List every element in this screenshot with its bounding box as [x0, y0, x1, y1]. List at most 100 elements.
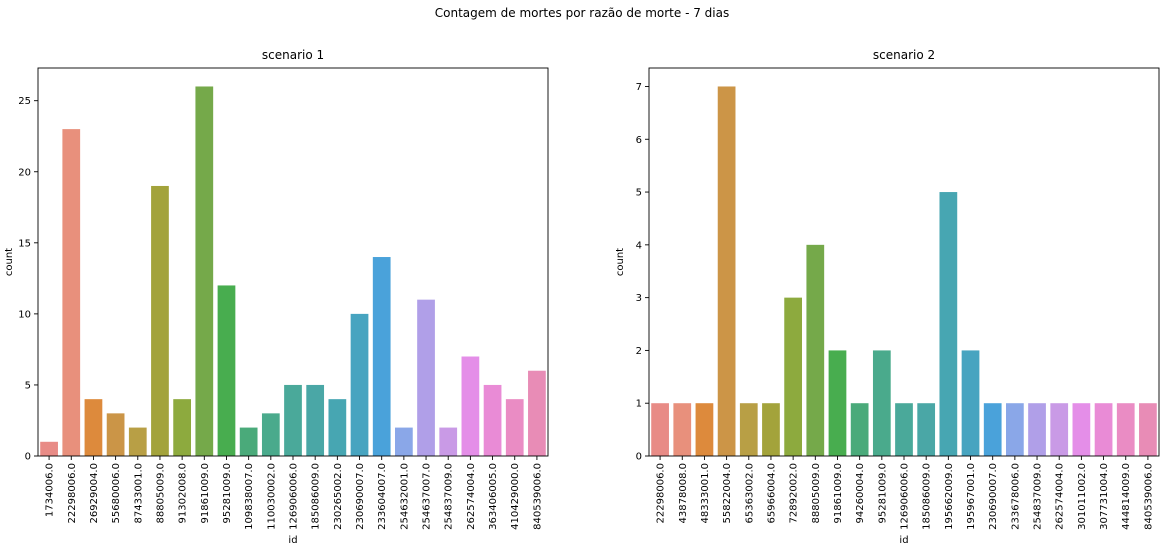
y-tick-label: 4: [636, 240, 642, 251]
bar-72892002.0: [784, 297, 802, 456]
x-tick-label: 95281009.0: [222, 463, 233, 523]
x-tick-label: 444814009.0: [1121, 463, 1132, 530]
x-axis-label: id: [899, 535, 908, 546]
x-tick-label: 195662009.0: [944, 463, 955, 530]
x-tick-label: 840539006.0: [532, 463, 543, 530]
bar-185086009.0: [917, 403, 936, 456]
x-axis-label: id: [288, 535, 297, 546]
x-tick-label: 254637007.0: [422, 463, 433, 530]
bar-410429000.0: [505, 399, 524, 456]
bar-840539006.0: [528, 370, 546, 456]
x-tick-label: 65363002.0: [744, 463, 755, 523]
x-tick-label: 26929004.0: [89, 463, 100, 523]
x-tick-label: 185086009.0: [922, 463, 933, 530]
bar-48333001.0: [695, 403, 714, 456]
x-tick-label: 88805009.0: [155, 463, 166, 523]
x-tick-label: 22298006.0: [67, 463, 78, 523]
bar-185086009.0: [306, 384, 325, 456]
subplot-2: 0 1 2 3 4 5 6 7 22298006.0 43878008.0 48333001.0 55…: [615, 48, 1160, 546]
y-tick-label: 6: [636, 135, 642, 146]
y-tick-label: 1: [636, 399, 642, 410]
y-tick-label: 10: [18, 309, 31, 320]
bar-91302008.0: [173, 399, 191, 456]
x-tick-label: 254632001.0: [399, 463, 410, 530]
x-tick-label: 230690007.0: [355, 463, 366, 530]
y-tick-label: 20: [18, 167, 31, 178]
bar-262574004.0: [461, 356, 480, 456]
x-tick-label: 126906006.0: [900, 463, 911, 530]
subplot-title: scenario 1: [262, 48, 324, 62]
bar-126906006.0: [284, 384, 302, 456]
x-tick-label: 55822004.0: [722, 463, 733, 523]
x-tick-label: 301011002.0: [1077, 463, 1088, 530]
bar-230690007.0: [350, 313, 369, 456]
y-tick-label: 5: [25, 380, 31, 391]
subplot-title: scenario 2: [873, 48, 935, 62]
x-tick-label: 840539006.0: [1143, 463, 1154, 530]
bar-65363002.0: [739, 403, 758, 456]
bar-301011002.0: [1072, 403, 1091, 456]
y-tick-label: 0: [25, 452, 31, 463]
y-tick-label: 25: [18, 96, 31, 107]
x-tick-label: 254837009.0: [444, 463, 455, 530]
x-tick-label: 230265002.0: [333, 463, 344, 530]
x-tick-label: 95281009.0: [877, 463, 888, 523]
bar-26929004.0: [84, 399, 103, 456]
x-tick-label: 307731004.0: [1099, 463, 1110, 530]
bar-230265002.0: [328, 399, 347, 456]
x-tick-label: 88805009.0: [811, 463, 822, 523]
bar-88805009.0: [806, 244, 825, 456]
bar-195967001.0: [961, 350, 980, 456]
x-tick-label: 1734006.0: [45, 463, 56, 517]
bar-254837009.0: [439, 427, 458, 456]
x-tick-label: 195967001.0: [966, 463, 977, 530]
x-tick-label: 91861009.0: [200, 463, 211, 523]
bar-87433001.0: [128, 427, 147, 456]
bar-1734006.0: [40, 441, 58, 456]
y-tick-label: 15: [18, 238, 31, 249]
x-tick-label: 363406005.0: [488, 463, 499, 530]
x-tick-label: 233604007.0: [377, 463, 388, 530]
bar-109838007.0: [239, 427, 258, 456]
bar-230690007.0: [983, 403, 1002, 456]
x-tick-label: 109838007.0: [244, 463, 255, 530]
subplot-1: 0 5 10 15 20 25 1734006.0 22298006.0 26929004.0 5…: [4, 48, 549, 546]
bar-22298006.0: [62, 129, 81, 457]
bar-88805009.0: [151, 185, 169, 456]
y-tick-label: 5: [636, 188, 642, 199]
bar-262574004.0: [1050, 403, 1069, 456]
x-tick-label: 72892002.0: [789, 463, 800, 523]
x-tick-label: 48333001.0: [700, 463, 711, 523]
x-tick-label: 126906006.0: [289, 463, 300, 530]
bar-91861009.0: [828, 350, 847, 456]
bar-254637007.0: [417, 299, 435, 456]
bar-43878008.0: [673, 403, 692, 456]
bar-65966004.0: [762, 403, 780, 456]
bar-195662009.0: [939, 192, 958, 457]
bar-95281009.0: [217, 285, 236, 456]
bar-22298006.0: [651, 403, 669, 456]
bar-254837009.0: [1028, 403, 1046, 456]
x-tick-label: 185086009.0: [311, 463, 322, 530]
bar-91861009.0: [195, 86, 214, 456]
x-tick-label: 262574004.0: [466, 463, 477, 530]
x-tick-label: 233678006.0: [1010, 463, 1021, 530]
x-tick-label: 22298006.0: [656, 463, 667, 523]
x-tick-label: 43878008.0: [678, 463, 689, 523]
bar-55680006.0: [106, 413, 125, 456]
x-tick-label: 87433001.0: [133, 463, 144, 523]
bar-307731004.0: [1094, 403, 1113, 456]
x-tick-label: 55680006.0: [111, 463, 122, 523]
y-tick-label: 7: [636, 82, 642, 93]
y-tick-label: 0: [636, 452, 642, 463]
bar-94260004.0: [850, 403, 869, 456]
x-tick-label: 65966004.0: [766, 463, 777, 523]
figure-title: Contagem de mortes por razão de morte - …: [434, 6, 730, 20]
bar-233604007.0: [372, 257, 391, 456]
bar-126906006.0: [895, 403, 913, 456]
x-tick-label: 254837009.0: [1033, 463, 1044, 530]
y-axis-label: count: [4, 248, 15, 276]
bar-110030002.0: [261, 413, 280, 456]
bar-95281009.0: [872, 350, 891, 456]
